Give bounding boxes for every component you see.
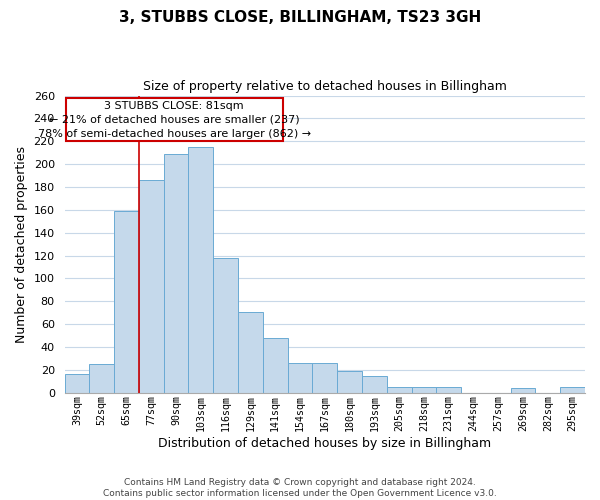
Bar bbox=[114, 211, 139, 392]
Bar bbox=[337, 371, 362, 392]
Bar bbox=[65, 374, 89, 392]
Bar bbox=[188, 147, 213, 392]
X-axis label: Distribution of detached houses by size in Billingham: Distribution of detached houses by size … bbox=[158, 437, 491, 450]
Bar bbox=[436, 387, 461, 392]
Bar bbox=[213, 258, 238, 392]
Y-axis label: Number of detached properties: Number of detached properties bbox=[15, 146, 28, 342]
Bar bbox=[139, 180, 164, 392]
Bar bbox=[263, 338, 287, 392]
Bar bbox=[511, 388, 535, 392]
FancyBboxPatch shape bbox=[66, 98, 283, 142]
Text: 3 STUBBS CLOSE: 81sqm
← 21% of detached houses are smaller (237)
78% of semi-det: 3 STUBBS CLOSE: 81sqm ← 21% of detached … bbox=[38, 100, 311, 138]
Bar bbox=[238, 312, 263, 392]
Bar bbox=[412, 387, 436, 392]
Text: Contains HM Land Registry data © Crown copyright and database right 2024.
Contai: Contains HM Land Registry data © Crown c… bbox=[103, 478, 497, 498]
Bar bbox=[560, 387, 585, 392]
Bar bbox=[362, 376, 387, 392]
Title: Size of property relative to detached houses in Billingham: Size of property relative to detached ho… bbox=[143, 80, 507, 93]
Text: 3, STUBBS CLOSE, BILLINGHAM, TS23 3GH: 3, STUBBS CLOSE, BILLINGHAM, TS23 3GH bbox=[119, 10, 481, 25]
Bar bbox=[89, 364, 114, 392]
Bar bbox=[164, 154, 188, 392]
Bar bbox=[387, 387, 412, 392]
Bar bbox=[313, 363, 337, 392]
Bar bbox=[287, 363, 313, 392]
